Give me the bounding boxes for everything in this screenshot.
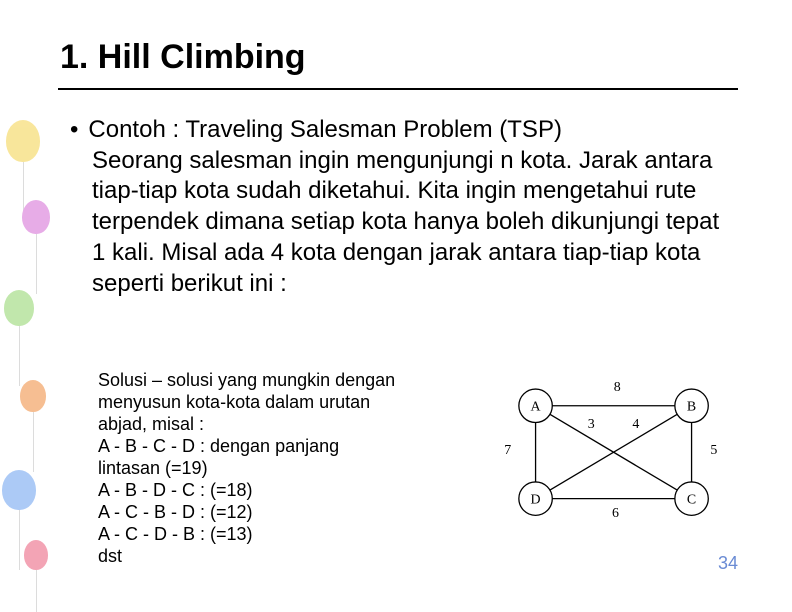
graph-wrap: 8 7 5 6 3 4 A B C D [458, 370, 738, 545]
graph-edge-label: 3 [588, 417, 595, 432]
balloon-string [19, 326, 20, 386]
balloon-string [36, 234, 37, 294]
graph-edge-label: 4 [632, 417, 639, 432]
sol-4: A - C - D - B : (=13) [98, 524, 458, 546]
balloon-string [33, 412, 34, 472]
tsp-graph: 8 7 5 6 3 4 A B C D [478, 370, 738, 540]
sol-2: A - B - D - C : (=18) [98, 480, 458, 502]
graph-edge-label: 7 [504, 443, 511, 458]
graph-node-label: D [531, 492, 541, 507]
graph-edge-label: 6 [612, 506, 619, 521]
lower-row: Solusi – solusi yang mungkin dengan meny… [98, 370, 738, 568]
bullet-dot: • [70, 115, 78, 146]
balloon-icon [4, 290, 34, 326]
balloon-icon [22, 200, 50, 234]
balloon-string [36, 570, 37, 612]
balloon-string [19, 510, 20, 570]
sol-intro-3: abjad, misal : [98, 414, 458, 436]
sol-intro-2: menyusun kota-kota dalam urutan [98, 392, 458, 414]
balloon-icon [20, 380, 46, 412]
graph-edge-label: 8 [614, 380, 621, 395]
slide: 1. Hill Climbing • Contoh : Traveling Sa… [0, 0, 792, 612]
graph-edge-label: 5 [710, 443, 717, 458]
sol-5: dst [98, 546, 458, 568]
sol-3: A - C - B - D : (=12) [98, 502, 458, 524]
bullet-line: Contoh : Traveling Salesman Problem (TSP… [88, 116, 562, 143]
body-paragraph: Seorang salesman ingin mengunjungi n kot… [92, 146, 730, 300]
balloon-icon [24, 540, 48, 570]
solutions-text: Solusi – solusi yang mungkin dengan meny… [98, 370, 458, 568]
page-title: 1. Hill Climbing [60, 38, 306, 77]
sol-1b: lintasan (=19) [98, 458, 458, 480]
page-number: 34 [718, 553, 738, 574]
body-text: • Contoh : Traveling Salesman Problem (T… [70, 115, 730, 299]
title-underline [58, 88, 738, 90]
balloons-decor [0, 0, 60, 612]
balloon-icon [2, 470, 36, 510]
graph-node-label: A [531, 399, 541, 414]
graph-node-label: B [687, 399, 696, 414]
balloon-icon [6, 120, 40, 162]
sol-intro-1: Solusi – solusi yang mungkin dengan [98, 370, 458, 392]
graph-node-label: C [687, 492, 696, 507]
sol-1: A - B - C - D : dengan panjang [98, 436, 458, 458]
